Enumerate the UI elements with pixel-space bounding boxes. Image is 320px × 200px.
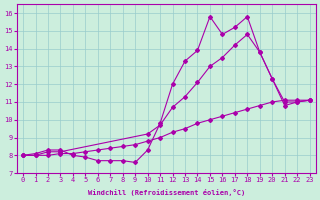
X-axis label: Windchill (Refroidissement éolien,°C): Windchill (Refroidissement éolien,°C) <box>88 189 245 196</box>
